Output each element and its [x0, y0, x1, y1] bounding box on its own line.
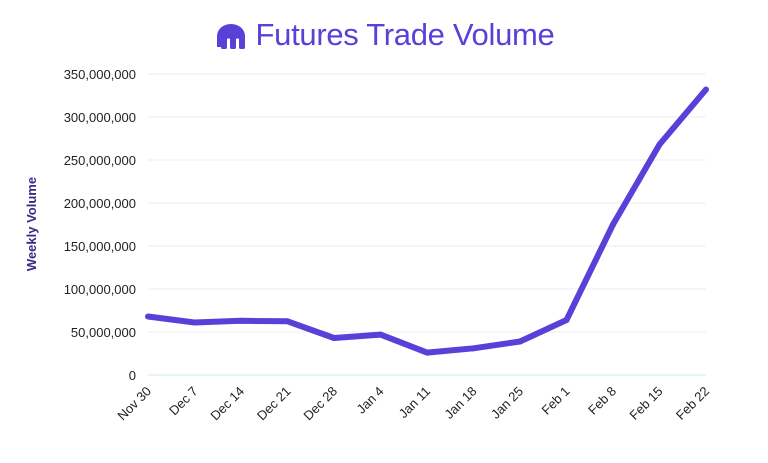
kraken-logo-icon — [216, 24, 245, 50]
grid-lines — [148, 73, 706, 376]
y-tick-label: 50,000,000 — [71, 325, 136, 340]
x-tick-label: Jan 18 — [441, 384, 479, 422]
y-tick-label: 100,000,000 — [64, 282, 136, 297]
y-tick-label: 250,000,000 — [64, 153, 136, 168]
data-point — [145, 313, 151, 320]
data-point — [470, 345, 477, 352]
data-point — [238, 317, 244, 324]
series-group — [145, 86, 709, 356]
x-tick-label: Feb 1 — [539, 384, 573, 418]
x-tick-label: Feb 8 — [585, 384, 619, 418]
x-tick-label: Nov 30 — [114, 384, 154, 424]
data-point — [656, 141, 663, 148]
data-point — [284, 318, 291, 325]
y-tick-label: 0 — [129, 368, 136, 383]
y-tick-label: 300,000,000 — [64, 110, 136, 125]
y-tick-label: 150,000,000 — [64, 239, 136, 254]
y-tick-label: 200,000,000 — [64, 196, 136, 211]
x-tick-label: Feb 15 — [626, 384, 665, 423]
data-point — [377, 331, 384, 338]
data-point — [191, 319, 198, 326]
x-tick-label: Dec 28 — [300, 384, 340, 424]
data-point — [517, 338, 523, 345]
chart-title: Futures Trade Volume — [0, 17, 768, 53]
x-tick-label: Jan 11 — [396, 384, 434, 422]
y-tick-label: 350,000,000 — [64, 67, 136, 82]
y-axis-label: Weekly Volume — [24, 177, 39, 271]
chart-title-text: Futures Trade Volume — [255, 17, 555, 52]
data-point — [424, 349, 430, 356]
series-line — [147, 87, 709, 356]
x-tick-label: Jan 4 — [354, 384, 387, 417]
x-tick-label: Dec 21 — [254, 384, 294, 424]
x-tick-label: Dec 14 — [207, 384, 247, 424]
x-tick-label: Feb 22 — [673, 384, 712, 423]
y-axis-ticks: 0 50,000,000 100,000,000 150,000,000 200,000… — [64, 67, 136, 383]
data-point — [563, 316, 570, 323]
data-point — [703, 86, 709, 93]
data-point — [610, 221, 616, 228]
x-tick-label: Dec 7 — [166, 384, 201, 419]
x-tick-label: Jan 25 — [488, 384, 526, 422]
x-axis-ticks: Nov 30 Dec 7 Dec 14 Dec 21 Dec 28 Jan 4 Jan 11… — [114, 384, 712, 424]
data-point — [331, 335, 337, 342]
